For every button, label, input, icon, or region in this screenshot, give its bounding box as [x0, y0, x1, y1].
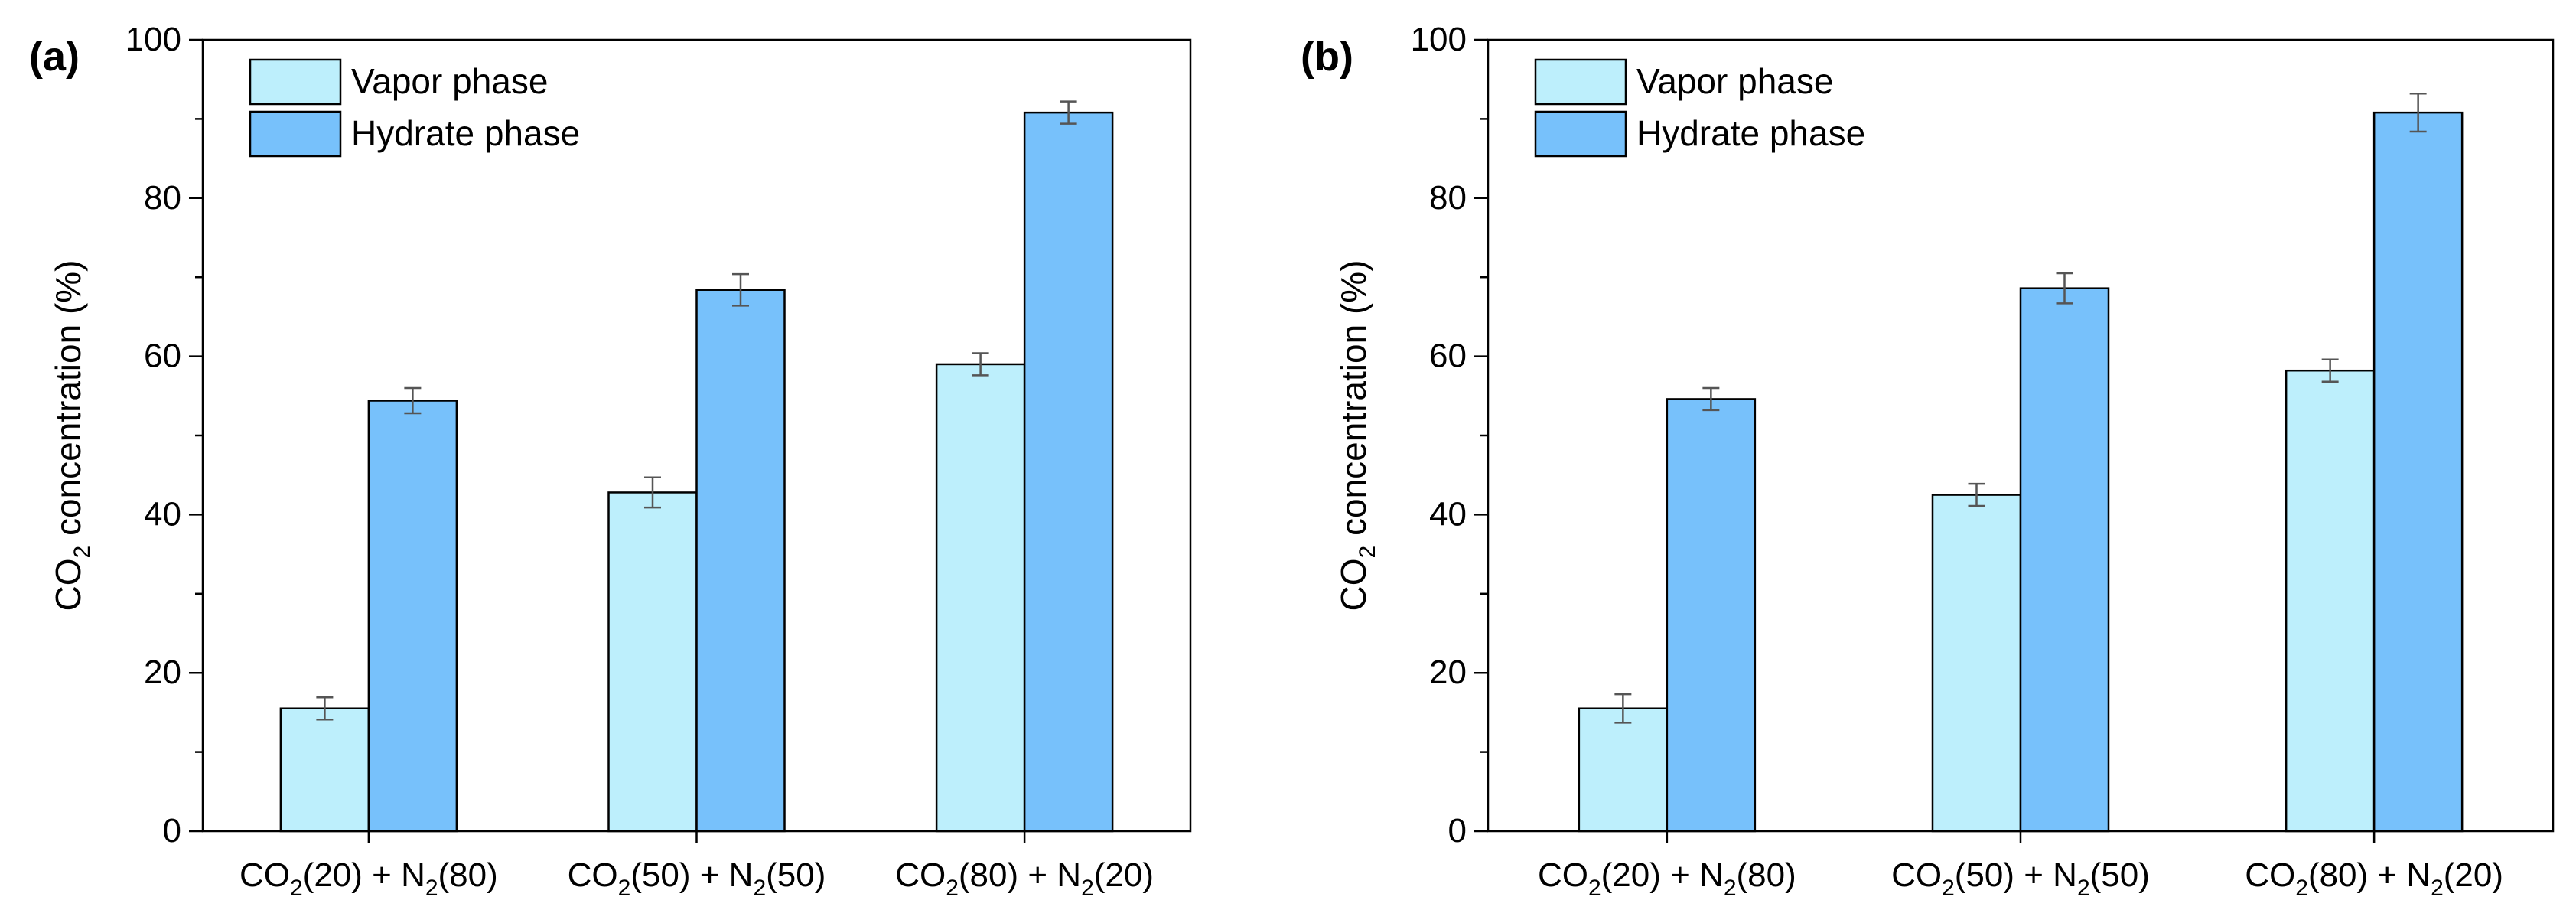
error-bar [404, 386, 422, 415]
hydrate-bar [1666, 398, 1757, 833]
error-bar [1968, 482, 1985, 507]
x-tick-label: CO2(80) + N2(20) [895, 856, 1154, 901]
legend-label: Vapor phase [1636, 61, 1833, 101]
error-bar [1702, 386, 1720, 412]
y-tick-label: 20 [1429, 654, 1467, 691]
error-bar [2056, 272, 2073, 305]
vapor-bar [2285, 369, 2376, 833]
error-bar [972, 352, 989, 377]
legend-label: Hydrate phase [1636, 113, 1865, 153]
y-tick-label: 60 [144, 338, 181, 375]
error-bar [732, 272, 749, 307]
y-tick-label: 80 [1429, 179, 1467, 217]
legend-swatch-hydrate [249, 110, 342, 158]
error-bar [644, 476, 661, 509]
error-bar [1060, 100, 1077, 125]
hydrate-bar [2372, 111, 2464, 833]
x-tick-label: CO2(50) + N2(50) [1891, 856, 2150, 901]
y-axis-label: CO2 concentration (%) [1334, 260, 1380, 612]
y-axis-label: CO2 concentration (%) [48, 260, 95, 612]
x-tick-label: CO2(50) + N2(50) [568, 856, 826, 901]
y-tick-label: 100 [125, 21, 181, 58]
y-tick-label: 0 [1448, 812, 1467, 850]
y-tick-label: 0 [163, 812, 181, 850]
hydrate-bar [1023, 111, 1114, 833]
y-tick-label: 100 [1411, 21, 1467, 58]
y-tick-label: 20 [144, 654, 181, 691]
error-bar [2321, 358, 2339, 383]
y-tick-label: 40 [1429, 495, 1467, 533]
x-tick-label: CO2(20) + N2(80) [239, 856, 498, 901]
y-tick-label: 80 [144, 179, 181, 217]
legend-swatch-vapor [1534, 58, 1627, 106]
vapor-bar [279, 707, 370, 833]
panel-b: (b) CO2(20) + N2(80) CO2(50) + N2(50) CO2(8… [1301, 21, 2555, 901]
vapor-bar [1931, 494, 2022, 833]
panel-label: (b) [1301, 34, 1353, 80]
legend-swatch-vapor [249, 58, 342, 106]
hydrate-bar [367, 400, 458, 833]
vapor-bar [1578, 707, 1669, 833]
x-tick-label: CO2(80) + N2(20) [2245, 856, 2503, 901]
hydrate-bar [695, 289, 786, 833]
y-tick-label: 60 [1429, 338, 1467, 375]
panel-a: (a) CO2(20) + N2(80) CO2(50) + N2(50) CO2(8… [29, 21, 1192, 901]
error-bar [316, 696, 334, 721]
legend-label: Vapor phase [351, 61, 548, 101]
error-bar [2409, 93, 2427, 133]
vapor-bar [935, 363, 1026, 833]
y-tick-label: 40 [144, 495, 181, 533]
legend-label: Hydrate phase [351, 113, 580, 153]
hydrate-bar [2019, 287, 2110, 833]
error-bar [1614, 693, 1632, 724]
legend-swatch-hydrate [1534, 110, 1627, 158]
vapor-bar [607, 491, 698, 833]
x-tick-label: CO2(20) + N2(80) [1538, 856, 1796, 901]
panel-label: (a) [29, 34, 80, 80]
